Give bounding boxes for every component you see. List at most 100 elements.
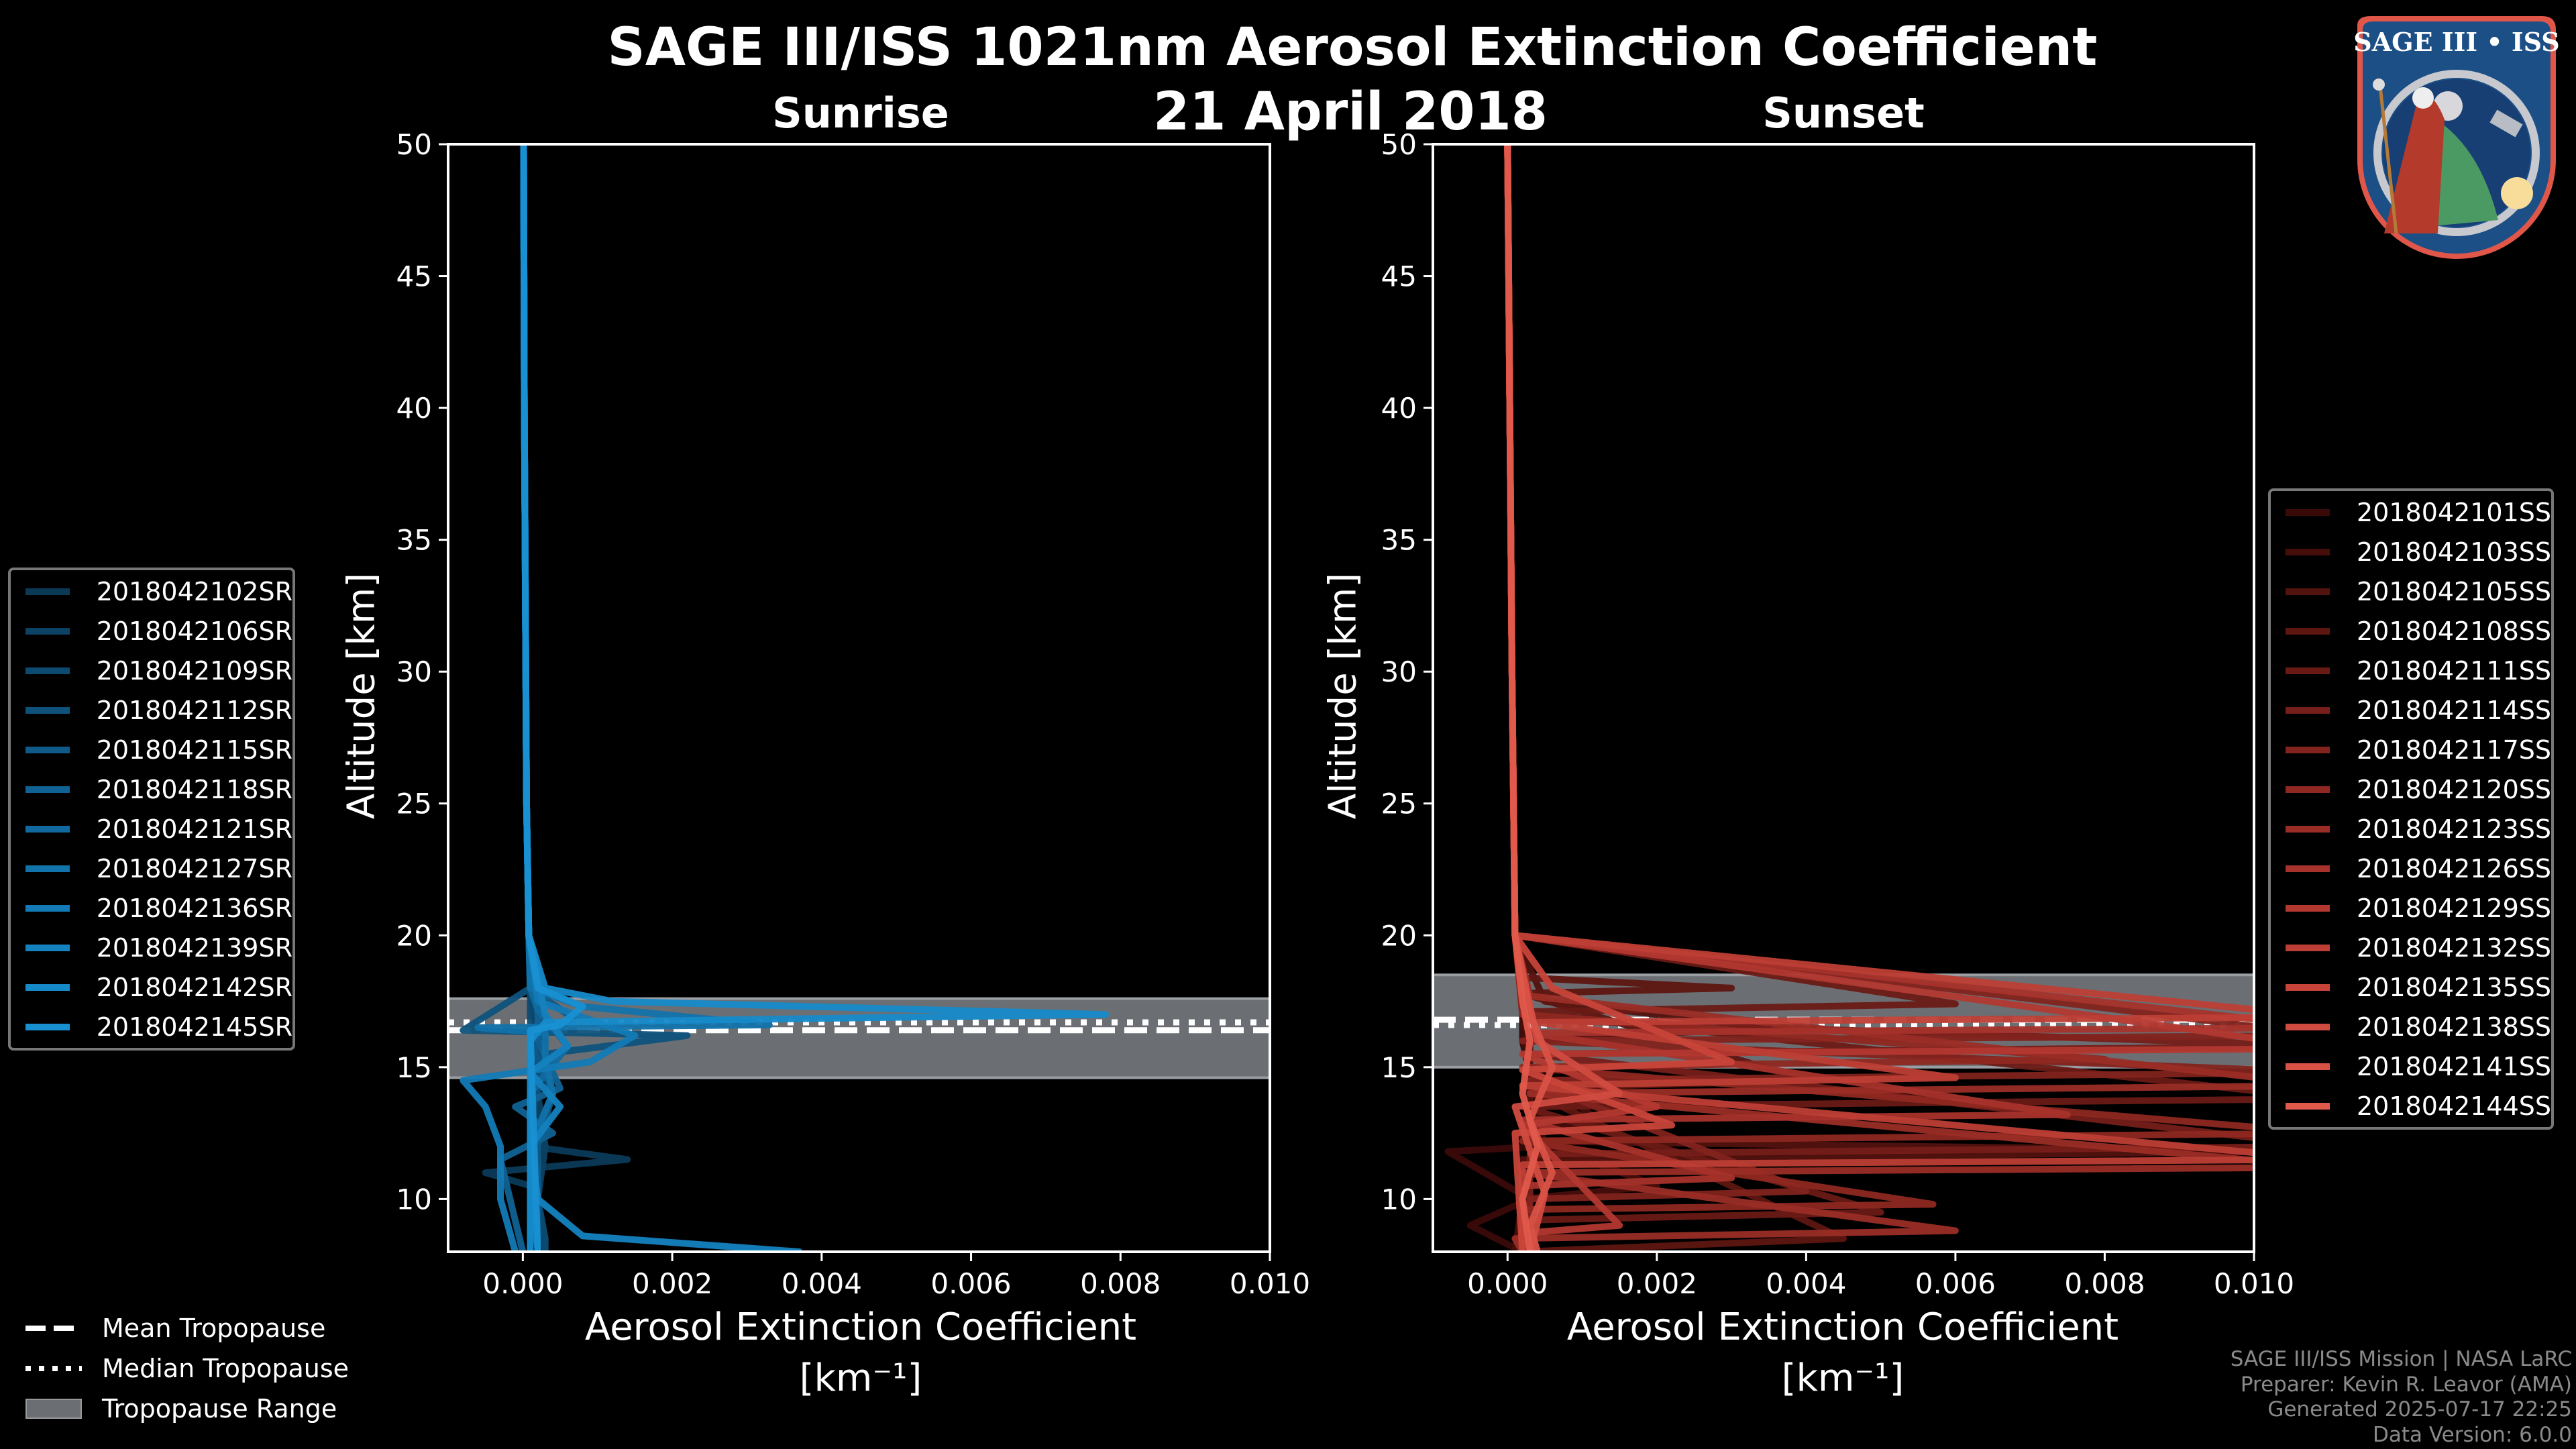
legend-item: 2018042112SR [11, 690, 292, 730]
legend-item: 2018042111SS [2271, 651, 2551, 690]
range-swatch-icon [25, 1399, 82, 1419]
series-line-2018042145SR [520, 144, 586, 1252]
legend-label: 2018042111SS [2356, 655, 2551, 686]
sunrise-xlabel: Aerosol Extinction Coefficient [584, 1305, 1137, 1349]
series-line-2018042112SR [460, 144, 691, 1252]
legend-line-icon [25, 667, 70, 674]
legend-line-icon [25, 786, 70, 793]
dotted-line-icon [25, 1366, 82, 1371]
legend-item: 2018042121SR [11, 809, 292, 849]
footer-generated: Generated 2025-07-17 22:25 [2267, 1397, 2572, 1421]
sunset-xtick-label: 0.004 [1766, 1267, 1846, 1300]
sunrise-xtick-label: 0.006 [930, 1267, 1011, 1300]
legend-label: 2018042126SS [2356, 853, 2551, 883]
legend-item: 2018042127SR [11, 849, 292, 888]
sunset-ytick-label: 25 [1381, 788, 1417, 820]
legend-line-icon [25, 627, 70, 635]
series-line-2018042144SS [1504, 144, 1541, 1252]
legend-item: 2018042145SR [11, 1007, 292, 1046]
legend-item: 2018042123SS [2271, 809, 2551, 849]
legend-line-icon [2286, 904, 2330, 912]
legend-label: 2018042123SS [2356, 814, 2551, 844]
legend-item: 2018042139SR [11, 928, 292, 967]
legend-label: 2018042127SR [96, 853, 292, 883]
legend-line-icon [2286, 1063, 2330, 1070]
sunset-xlabel: Aerosol Extinction Coefficient [1566, 1305, 2119, 1349]
sunset-xtick-label: 0.002 [1617, 1267, 1697, 1300]
sunrise-ytick-label: 40 [396, 392, 432, 425]
legend-line-icon [25, 983, 70, 991]
sunset-ytick-label: 30 [1381, 655, 1417, 688]
dashed-line-icon [25, 1326, 82, 1331]
sunset-ytick-label: 40 [1381, 392, 1417, 425]
sunset-ytick-label: 20 [1381, 919, 1417, 952]
legend-label: 2018042105SS [2356, 576, 2551, 606]
legend-label: 2018042120SS [2356, 774, 2551, 804]
legend-line-icon [25, 706, 70, 714]
legend-label: 2018042144SS [2356, 1091, 2551, 1121]
footer-version: Data Version: 6.0.0 [2372, 1422, 2572, 1447]
sunset-panel-title: Sunset [1762, 89, 1925, 138]
legend-line-icon [2286, 1023, 2330, 1030]
legend-item: 2018042114SS [2271, 690, 2551, 730]
legend-item: 2018042129SS [2271, 888, 2551, 928]
sunrise-xtick-label: 0.004 [782, 1267, 862, 1300]
sunrise-ytick-label: 20 [396, 919, 432, 952]
legend-line-icon [2286, 1102, 2330, 1110]
tropopause-legend: Mean Tropopause Median Tropopause Tropop… [0, 1308, 349, 1429]
sunrise-ytick-label: 45 [396, 260, 432, 293]
legend-line-icon [25, 825, 70, 833]
legend-item: 2018042115SR [11, 730, 292, 769]
legend-line-icon [25, 944, 70, 951]
legend-item: 2018042105SS [2271, 572, 2551, 611]
legend-label: 2018042132SS [2356, 932, 2551, 963]
legend-line-icon [2286, 508, 2330, 516]
legend-label: 2018042112SR [96, 695, 292, 725]
sunset-axes-frame [1432, 143, 2255, 1253]
legend-line-icon [25, 904, 70, 912]
legend-item: 2018042138SS [2271, 1007, 2551, 1046]
legend-line-icon [25, 588, 70, 595]
legend-line-icon [2286, 746, 2330, 753]
sunrise-xtick-label: 0.000 [482, 1267, 563, 1300]
legend-mean-label: Mean Tropopause [102, 1313, 326, 1343]
legend-item: 2018042136SR [11, 888, 292, 928]
sunrise-ytick-label: 30 [396, 655, 432, 688]
sunset-ytick-label: 15 [1381, 1051, 1417, 1084]
legend-label: 2018042121SR [96, 814, 292, 844]
legend-label: 2018042142SR [96, 972, 292, 1002]
legend-label: 2018042114SS [2356, 695, 2551, 725]
legend-mean-tropopause: Mean Tropopause [0, 1308, 349, 1348]
legend-line-icon [2286, 627, 2330, 635]
legend-label: 2018042115SR [96, 735, 292, 765]
legend-median-tropopause: Median Tropopause [0, 1348, 349, 1389]
sunrise-ylabel: Altitude [km] [339, 572, 384, 820]
sunset-plot-area [1433, 144, 2254, 1252]
legend-median-label: Median Tropopause [102, 1354, 349, 1383]
legend-label: 2018042117SS [2356, 735, 2551, 765]
legend-label: 2018042136SR [96, 893, 292, 923]
legend-label: 2018042109SR [96, 655, 292, 686]
sunrise-xtick-label: 0.010 [1230, 1267, 1310, 1300]
legend-label: 2018042108SS [2356, 616, 2551, 646]
legend-range-label: Tropopause Range [102, 1394, 337, 1424]
sunrise-xtick-label: 0.002 [632, 1267, 712, 1300]
legend-item: 2018042108SS [2271, 611, 2551, 651]
sunrise-ytick-label: 25 [396, 788, 432, 820]
legend-item: 2018042102SR [11, 572, 292, 611]
legend-item: 2018042142SR [11, 967, 292, 1007]
svg-text:SAGE III • ISS: SAGE III • ISS [2353, 27, 2559, 57]
sage-iii-iss-logo: SAGE III • ISS [2353, 16, 2560, 259]
sunset-ytick-label: 35 [1381, 524, 1417, 557]
legend-item: 2018042120SS [2271, 769, 2551, 809]
legend-item: 2018042144SS [2271, 1086, 2551, 1126]
legend-item: 2018042132SS [2271, 928, 2551, 967]
legend-item: 2018042118SR [11, 769, 292, 809]
series-line-2018042139SR [520, 144, 803, 1252]
legend-item: 2018042109SR [11, 651, 292, 690]
sunrise-ytick-label: 50 [396, 128, 432, 161]
legend-label: 2018042141SS [2356, 1051, 2551, 1081]
sunrise-xunit: [km⁻¹] [799, 1356, 922, 1400]
sunset-xtick-label: 0.008 [2064, 1267, 2145, 1300]
